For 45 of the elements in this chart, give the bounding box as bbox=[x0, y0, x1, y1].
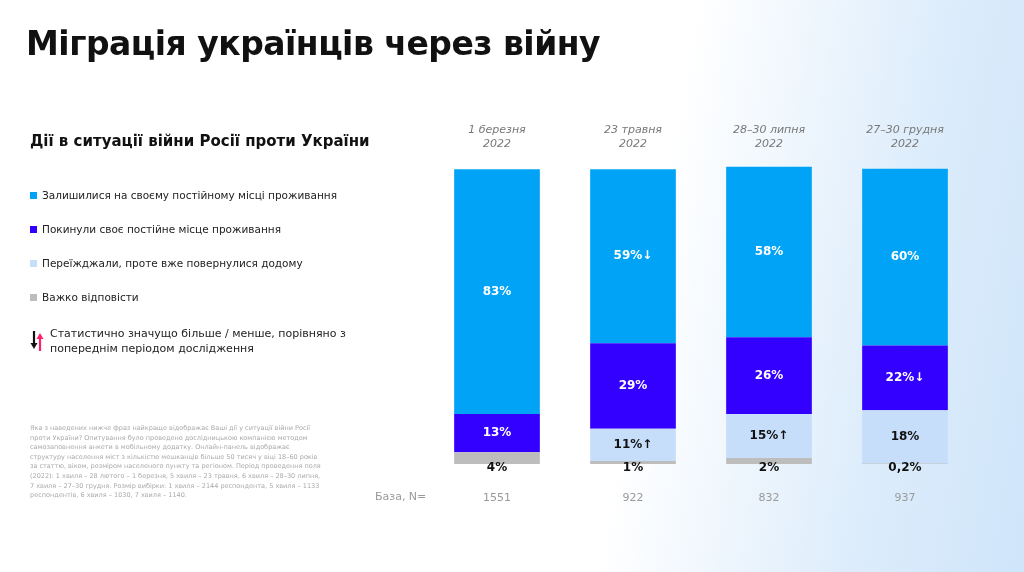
data-label: 11%↑ bbox=[613, 436, 653, 451]
data-label: 58% bbox=[754, 243, 784, 258]
data-label: 83% bbox=[482, 283, 512, 298]
bar bbox=[726, 413, 812, 459]
x-tick-label: 1 березня 2022 bbox=[468, 123, 527, 150]
legend-label: Залишилися на своєму постійному місці проживання bbox=[42, 189, 337, 201]
text: Дії в ситуації війни Росії проти України bbox=[30, 132, 370, 150]
bar bbox=[590, 461, 676, 464]
bar bbox=[862, 168, 948, 346]
data-label: 2% bbox=[758, 460, 780, 475]
data-label: 22%↓ bbox=[885, 370, 925, 385]
bar bbox=[862, 345, 948, 411]
x-tick-label: 23 травня 2022 bbox=[604, 123, 663, 150]
data-label: 18% bbox=[890, 429, 920, 444]
bar bbox=[454, 169, 540, 414]
chart-title: Міграція українців через війну bbox=[26, 24, 601, 63]
bar bbox=[590, 428, 676, 462]
bar bbox=[590, 343, 676, 429]
x-tick-label: 28–30 липня 2022 bbox=[732, 123, 806, 150]
data-label: 59%↓ bbox=[613, 248, 653, 263]
data-label: 1% bbox=[622, 460, 644, 475]
bar bbox=[726, 337, 812, 414]
data-label: 60% bbox=[890, 249, 920, 264]
legend-label: Покинули своє постійне місце проживання bbox=[42, 223, 281, 235]
text: База, N= bbox=[375, 490, 427, 503]
data-label: 0,2% bbox=[888, 460, 922, 475]
text: 832 bbox=[758, 490, 780, 504]
bar bbox=[726, 166, 812, 338]
data-label: 15%↑ bbox=[749, 428, 789, 443]
bar bbox=[590, 169, 676, 344]
data-label: 29% bbox=[618, 378, 648, 393]
text: 922 bbox=[622, 490, 644, 504]
text: Статистично значущо більше / менше, порівняно з попереднім періодом дослідження bbox=[50, 326, 347, 356]
data-label: 26% bbox=[754, 367, 784, 382]
bar bbox=[726, 458, 812, 464]
data-label: 13% bbox=[482, 425, 512, 440]
legend-label: Переїжджали, проте вже повернулися додому bbox=[42, 257, 303, 269]
legend-label: Важко відповісти bbox=[42, 291, 139, 303]
data-label: 4% bbox=[486, 460, 508, 475]
bar bbox=[862, 410, 948, 464]
x-tick-label: 27–30 грудня 2022 bbox=[866, 123, 945, 150]
bar bbox=[454, 413, 540, 453]
text: 1551 bbox=[483, 490, 511, 504]
text: 937 bbox=[894, 490, 916, 504]
bar bbox=[454, 452, 540, 464]
